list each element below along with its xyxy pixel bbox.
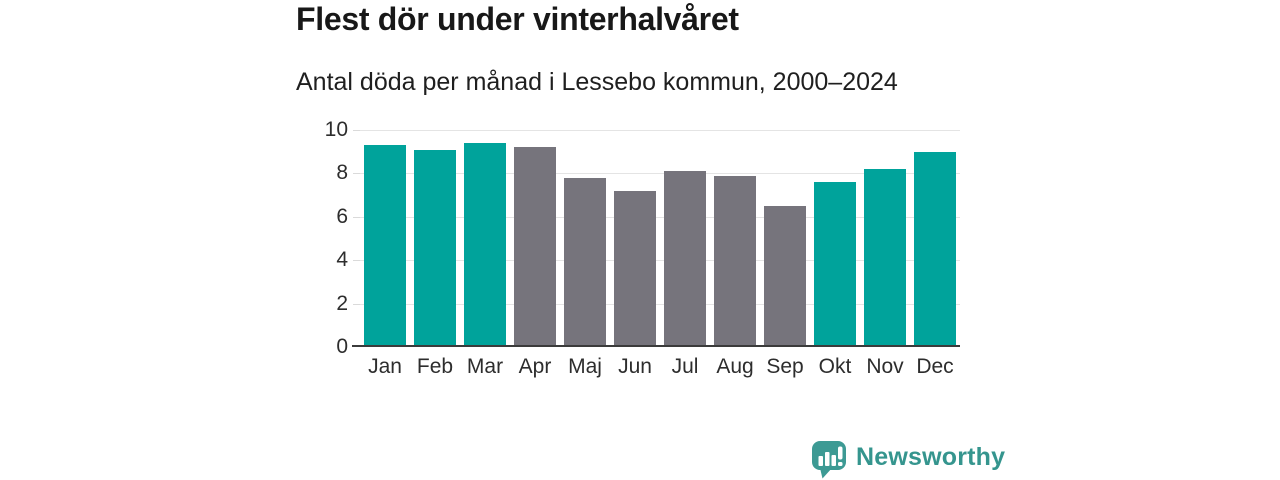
bar-okt (814, 182, 856, 347)
x-tick-label-dec: Dec (916, 355, 954, 378)
x-tick-label-nov: Nov (866, 355, 904, 378)
y-axis-tick-6 (353, 216, 360, 218)
bar-feb (414, 149, 456, 347)
x-tick-label-feb: Feb (416, 355, 454, 378)
y-axis-tick-2 (353, 303, 360, 305)
x-tick-label-mar: Mar (466, 355, 504, 378)
x-tick-label-sep: Sep (766, 355, 804, 378)
x-tick-label-okt: Okt (818, 355, 852, 378)
gridline-y-10 (360, 130, 960, 131)
bar-aug (714, 175, 756, 347)
y-tick-label-6: 6 (336, 204, 348, 228)
gridline-y-8 (360, 173, 960, 175)
bar-apr (514, 147, 556, 347)
bar-sep (764, 206, 806, 347)
newsworthy-logo-text: Newsworthy (856, 443, 1006, 471)
bar-jul (664, 171, 706, 347)
gridline-y-4 (360, 260, 960, 262)
y-tick-label-0: 0 (336, 335, 348, 358)
y-axis-tick-4 (353, 260, 360, 262)
y-tick-label-4: 4 (336, 248, 348, 272)
gridline-y-2 (360, 303, 960, 305)
y-tick-label-10: 10 (324, 118, 348, 141)
x-axis-baseline (352, 345, 960, 347)
newsworthy-branding: Newsworthy (810, 440, 1005, 479)
bar-dec (914, 151, 956, 347)
bar-jan (364, 145, 406, 347)
bar-mar (464, 143, 506, 347)
bar-jun (614, 190, 656, 347)
bar-chart-plot-area: 0 2 4 6 8 10 Jan Feb Mar Apr Maj Jun Jul Aug Sep Okt Nov… (325, 118, 960, 378)
gridline-y-6 (360, 216, 960, 218)
y-tick-label-8: 8 (336, 161, 348, 185)
chart-title: Flest dör under vinterhalvåret (296, 1, 739, 37)
x-tick-label-jan: Jan (368, 355, 402, 378)
chart-subtitle: Antal döda per månad i Lessebo kommun, 2… (296, 68, 898, 96)
bar-maj (564, 177, 606, 347)
x-tick-label-apr: Apr (518, 355, 552, 378)
x-tick-label-jun: Jun (618, 355, 652, 378)
y-tick-label-2: 2 (336, 291, 348, 315)
newsworthy-logo-icon (812, 441, 846, 479)
x-tick-label-aug: Aug (716, 355, 754, 378)
bar-nov (864, 169, 906, 347)
y-axis-tick-8 (353, 173, 360, 175)
x-tick-label-jul: Jul (671, 355, 699, 378)
y-axis-tick-10 (353, 130, 360, 131)
x-tick-label-maj: Maj (568, 355, 602, 378)
